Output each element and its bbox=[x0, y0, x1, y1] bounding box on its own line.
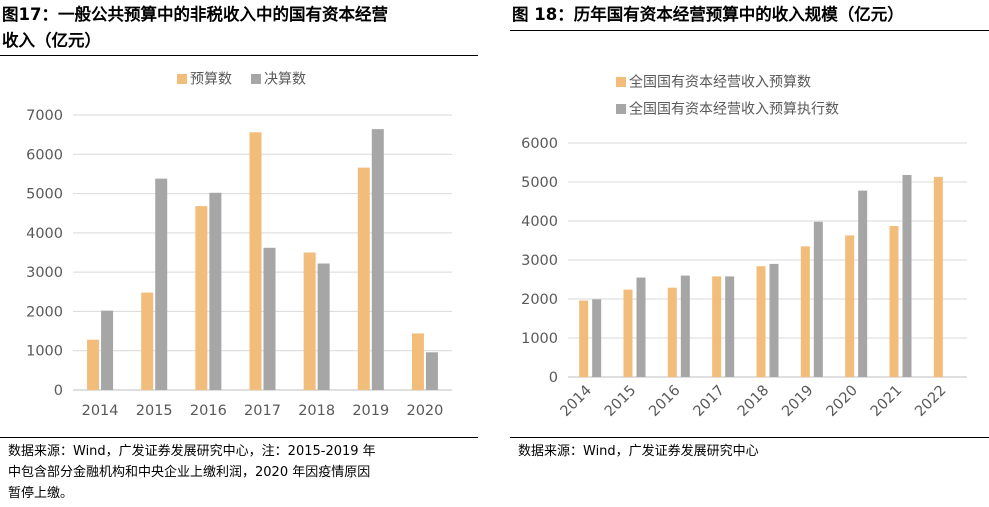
figure-17-source-line-2: 中包含部分金融机构和中央企业上缴利润，2020 年因疫情原因 bbox=[8, 465, 371, 480]
figure-18-source: 数据来源：Wind，广发证券发展研究中心 bbox=[518, 444, 759, 459]
fig17-xtick-label-2014: 2014 bbox=[82, 403, 119, 419]
fig17-ytick-label-3000: 3000 bbox=[26, 265, 63, 281]
fig18-bar-2020-series-1 bbox=[845, 235, 855, 377]
fig17-bar-2019-series-1 bbox=[357, 167, 370, 390]
fig18-bar-2015-series-1 bbox=[623, 289, 633, 377]
fig17-bar-2018-series-2 bbox=[317, 263, 330, 390]
fig18-xtick-label-2015: 2015 bbox=[602, 383, 639, 420]
fig17-bar-2020-series-2 bbox=[425, 352, 438, 390]
fig17-ytick-label-6000: 6000 bbox=[26, 147, 63, 163]
fig17-xtick-label-2019: 2019 bbox=[352, 403, 389, 419]
fig18-xtick-label-2021: 2021 bbox=[868, 383, 905, 420]
fig17-bar-2016-series-2 bbox=[209, 192, 222, 390]
fig18-xtick-label-2016: 2016 bbox=[646, 383, 683, 420]
fig17-ytick-label-5000: 5000 bbox=[26, 187, 63, 203]
figure-17-top-rule bbox=[0, 55, 478, 56]
figure-17-bottom-rule bbox=[0, 437, 478, 438]
fig18-bar-2017-series-1 bbox=[712, 276, 722, 377]
fig17-legend-swatch-2 bbox=[251, 74, 261, 84]
figure-17-title-line-2: 收入（亿元） bbox=[2, 31, 101, 50]
fig17-bar-2020-series-1 bbox=[411, 333, 424, 390]
fig17-xtick-label-2015: 2015 bbox=[136, 403, 173, 419]
figure-17-title-line-1: 图17：一般公共预算中的非税收入中的国有资本经营 bbox=[2, 5, 388, 24]
figure-17-panel: 图17：一般公共预算中的非税收入中的国有资本经营 收入（亿元） 预算数 决算数 0… bbox=[0, 0, 478, 507]
fig17-xtick-label-2018: 2018 bbox=[298, 403, 335, 419]
figure-18-top-rule bbox=[510, 30, 989, 31]
fig18-ytick-label-5000: 5000 bbox=[521, 175, 558, 191]
figure-17-source-line-1: 数据来源：Wind，广发证券发展研究中心，注：2015-2019 年 bbox=[8, 444, 376, 459]
fig17-legend-label-2: 决算数 bbox=[264, 72, 306, 88]
fig17-bar-2017-series-2 bbox=[263, 247, 276, 390]
fig18-bar-2019-series-1 bbox=[800, 246, 810, 377]
fig18-bar-2017-series-2 bbox=[725, 276, 735, 377]
fig18-ytick-label-0: 0 bbox=[549, 370, 558, 386]
fig18-ytick-label-4000: 4000 bbox=[521, 214, 558, 230]
fig18-bar-2015-series-2 bbox=[636, 277, 646, 377]
fig18-bar-2018-series-1 bbox=[756, 266, 766, 377]
fig18-bar-2016-series-2 bbox=[680, 275, 690, 377]
fig18-legend-label-2: 全国国有资本经营收入预算执行数 bbox=[629, 101, 839, 118]
fig18-xtick-label-2019: 2019 bbox=[779, 383, 816, 420]
fig18-ytick-label-3000: 3000 bbox=[521, 253, 558, 269]
figure-17-source-line-3: 暂停上缴。 bbox=[8, 486, 74, 501]
fig17-ytick-label-2000: 2000 bbox=[26, 304, 63, 320]
fig18-bar-2021-series-1 bbox=[889, 226, 899, 377]
figure-17-title: 图17：一般公共预算中的非税收入中的国有资本经营 收入（亿元） bbox=[2, 2, 474, 54]
fig17-bar-2016-series-1 bbox=[195, 206, 208, 390]
fig18-bar-2020-series-2 bbox=[858, 190, 868, 377]
fig17-ytick-label-0: 0 bbox=[54, 383, 63, 399]
fig17-bar-2014-series-1 bbox=[87, 339, 100, 390]
fig17-ytick-label-1000: 1000 bbox=[26, 344, 63, 360]
fig18-xtick-label-2017: 2017 bbox=[691, 383, 728, 420]
fig17-legend-label-1: 预算数 bbox=[190, 72, 232, 88]
fig18-legend-label-1: 全国国有资本经营收入预算数 bbox=[629, 74, 811, 91]
fig18-bar-2014-series-1 bbox=[579, 300, 589, 377]
fig18-ytick-label-2000: 2000 bbox=[521, 292, 558, 308]
fig17-bar-2019-series-2 bbox=[371, 129, 384, 390]
fig17-bar-2015-series-1 bbox=[141, 292, 154, 390]
figure-18-panel: 图 18：历年国有资本经营预算中的收入规模（亿元） 全国国有资本经营收入预算数全… bbox=[510, 0, 989, 507]
fig18-legend-swatch-2 bbox=[616, 104, 626, 114]
fig18-bar-2019-series-2 bbox=[813, 221, 823, 377]
fig17-bar-2017-series-1 bbox=[249, 132, 262, 390]
fig17-bar-2015-series-2 bbox=[155, 178, 168, 390]
figure-17-chart: 预算数 决算数 0 1000 2000 3000 4000 5000 6000 7000 201… bbox=[26, 72, 452, 419]
fig18-legend-swatch-1 bbox=[616, 77, 626, 87]
fig18-xtick-label-2022: 2022 bbox=[912, 383, 949, 420]
fig17-ytick-label-4000: 4000 bbox=[26, 226, 63, 242]
fig18-ytick-label-1000: 1000 bbox=[521, 331, 558, 347]
fig17-xtick-label-2017: 2017 bbox=[244, 403, 281, 419]
figure-18-bottom-rule bbox=[510, 437, 989, 438]
figure-17-source: 数据来源：Wind，广发证券发展研究中心，注：2015-2019 年 中包含部分… bbox=[8, 441, 472, 504]
fig18-bar-2014-series-2 bbox=[592, 299, 602, 377]
fig18-ytick-label-6000: 6000 bbox=[521, 136, 558, 152]
fig18-xtick-label-2018: 2018 bbox=[735, 383, 772, 420]
fig17-bar-2014-series-2 bbox=[101, 310, 114, 390]
figure-18-title-line: 图 18：历年国有资本经营预算中的收入规模（亿元） bbox=[512, 5, 904, 24]
fig17-xtick-label-2020: 2020 bbox=[406, 403, 443, 419]
fig18-bar-2016-series-1 bbox=[667, 287, 677, 377]
fig18-xtick-label-2020: 2020 bbox=[824, 383, 861, 420]
fig18-bar-2022-series-1 bbox=[933, 176, 943, 377]
fig17-xtick-label-2016: 2016 bbox=[190, 403, 227, 419]
fig17-bar-2018-series-1 bbox=[303, 252, 316, 390]
fig18-bar-2021-series-2 bbox=[902, 174, 912, 377]
fig17-legend-swatch-1 bbox=[177, 74, 187, 84]
fig18-bar-2018-series-2 bbox=[769, 263, 779, 377]
figure-18-title: 图 18：历年国有资本经营预算中的收入规模（亿元） bbox=[512, 2, 985, 28]
fig17-ytick-label-7000: 7000 bbox=[26, 108, 63, 124]
fig18-xtick-label-2014: 2014 bbox=[558, 383, 595, 420]
